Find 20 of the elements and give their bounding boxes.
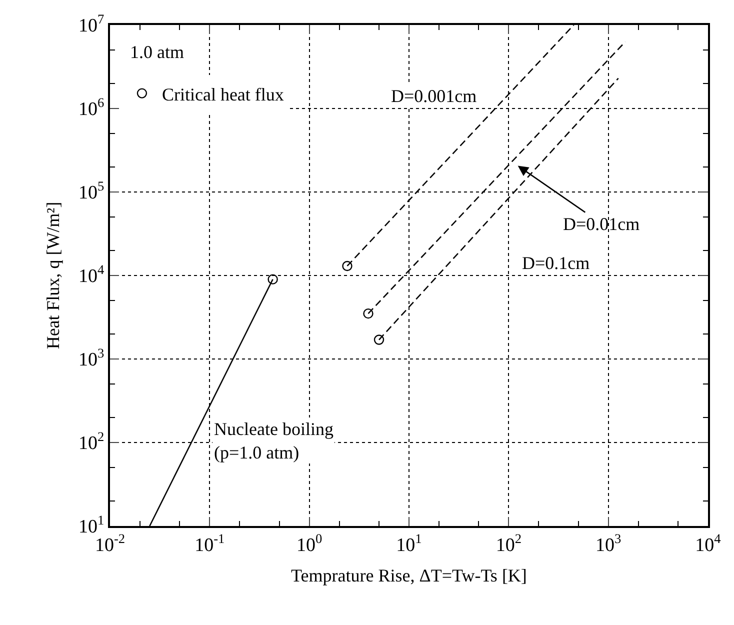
annotation: Nucleate boiling (p=1.0 atm)	[214, 419, 334, 462]
x-tick-label: 10$^{-1}$	[194, 530, 225, 556]
y-tick-label: 10$^{7}$	[78, 12, 105, 37]
annotation: D=0.01cm	[563, 214, 640, 234]
annotation: 1.0 atm	[130, 42, 184, 62]
x-axis-title: Temprature Rise, ΔT=Tw-Ts [K]	[291, 565, 527, 586]
y-tick-label: 10$^{6}$	[78, 95, 105, 120]
y-tick-label: 10$^{5}$	[78, 178, 105, 204]
legend-label: Critical heat flux	[162, 84, 284, 104]
x-tick-label: 10$^{3}$	[596, 530, 622, 556]
x-tick-label: 10$^{4}$	[695, 530, 722, 556]
y-tick-label: 10$^{3}$	[78, 346, 105, 371]
x-tick-label: 10$^{0}$	[296, 530, 322, 556]
annotation: D=0.001cm	[391, 86, 477, 106]
x-tick-label: 10$^{2}$	[496, 530, 522, 556]
y-axis-title: Heat Flux, q [W/m²]	[43, 202, 64, 350]
x-tick-label: 10$^{1}$	[396, 530, 422, 556]
annotation: D=0.1cm	[522, 253, 590, 273]
y-tick-label: 10$^{2}$	[78, 429, 104, 454]
y-tick-label: 10$^{4}$	[78, 262, 105, 288]
